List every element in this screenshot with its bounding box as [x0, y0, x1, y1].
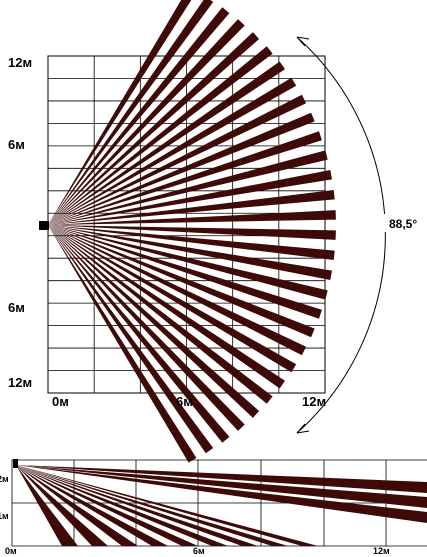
top-beam: [48, 225, 332, 280]
side-beam: [16, 465, 427, 508]
top-beam: [48, 225, 297, 373]
top-view: 12м 6м 6м 12м 0м 6м 12м 88,5°: [8, 0, 427, 463]
top-beam: [48, 225, 197, 463]
y-label-bottom-6m: 6м: [8, 300, 25, 315]
top-beam: [48, 225, 328, 300]
top-beam: [48, 94, 307, 225]
top-beam: [48, 0, 192, 225]
top-beam: [48, 7, 230, 225]
side-beam: [16, 465, 78, 546]
side-beam: [16, 465, 318, 546]
top-beam: [48, 46, 273, 225]
top-view-beams: [48, 0, 336, 463]
x-label-0m: 0м: [52, 394, 69, 409]
side-x-label-12m: 12м: [373, 546, 390, 556]
top-beam: [48, 225, 260, 418]
top-beam: [48, 225, 307, 356]
side-beam: [16, 465, 427, 523]
top-beam: [48, 225, 336, 240]
side-beam: [16, 465, 168, 546]
angle-arc: [296, 36, 386, 434]
side-x-label-0m: 0м: [5, 546, 17, 556]
top-beam: [48, 19, 245, 225]
side-x-label-6m: 6м: [193, 546, 205, 556]
top-beam: [48, 225, 315, 338]
side-beam: [16, 465, 427, 493]
top-beam: [48, 225, 335, 260]
angle-label: 88,5°: [389, 217, 417, 231]
side-beam: [16, 465, 198, 546]
top-beam: [48, 150, 328, 225]
top-beam: [48, 225, 322, 319]
y-label-bottom-12m: 12м: [8, 375, 32, 390]
top-beam: [48, 0, 214, 225]
top-beam: [48, 190, 335, 225]
top-beam: [48, 77, 297, 225]
top-beam: [48, 225, 245, 431]
side-view: 2м 1м 0м 6м 12м: [0, 459, 427, 556]
top-beam: [48, 131, 322, 225]
top-beam: [48, 225, 230, 443]
side-view-beams: [16, 465, 427, 546]
x-label-12m: 12м: [302, 394, 326, 409]
side-beam: [16, 465, 228, 546]
top-beam: [48, 170, 332, 225]
side-beam: [16, 465, 288, 546]
top-beam: [48, 112, 315, 225]
sensor-marker: [39, 221, 49, 230]
top-beam: [48, 61, 285, 225]
top-beam: [48, 225, 214, 454]
side-beam: [16, 465, 108, 546]
side-y-label-1m: 1м: [0, 511, 9, 521]
top-beam: [48, 225, 273, 404]
x-label-6m: 6м: [176, 394, 193, 409]
top-beam: [48, 210, 336, 225]
side-y-label-2m: 2м: [0, 474, 9, 484]
top-beam: [48, 225, 285, 389]
angle-arc-arrow-top: [296, 36, 310, 47]
angle-label-bg: [384, 214, 427, 232]
y-label-top-6m: 6м: [8, 137, 25, 152]
y-label-top-12m: 12м: [8, 55, 32, 70]
side-sensor-marker: [13, 459, 18, 468]
side-beam: [16, 465, 138, 546]
top-beam: [48, 32, 260, 225]
angle-arc-arrow-bottom: [296, 423, 310, 434]
side-beam: [16, 465, 258, 546]
